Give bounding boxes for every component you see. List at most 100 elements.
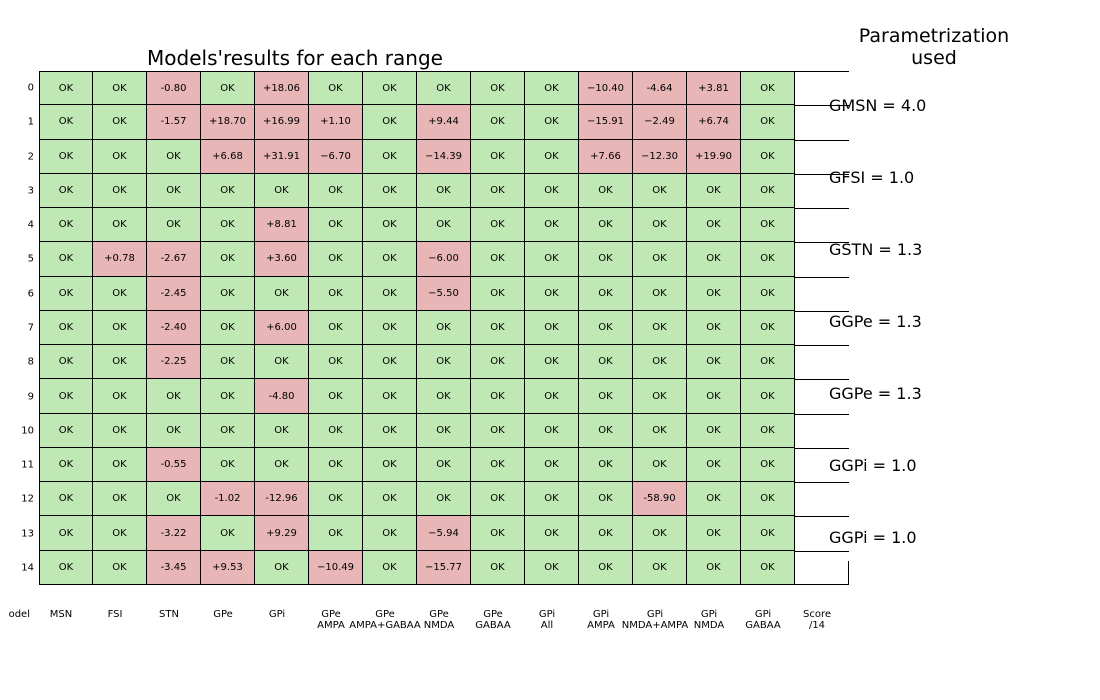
column-label: GPi NMDA	[693, 609, 725, 631]
table-cell: OK	[363, 550, 417, 585]
table-cell: OK	[39, 379, 93, 414]
table-cell: OK	[39, 413, 93, 448]
table-cell: OK	[741, 71, 795, 106]
table-cell: -2.45	[147, 276, 201, 311]
table-cell: OK	[255, 447, 309, 483]
row-label: 4	[27, 219, 34, 231]
column-label: MSN	[49, 609, 73, 620]
parametrization-title-line: used	[911, 47, 957, 69]
table-cell: OK	[579, 310, 633, 346]
table-cell: OK	[417, 482, 471, 517]
row-label: 9	[27, 391, 34, 403]
table-cell: OK	[39, 310, 93, 346]
column-label: GPe NMDA	[423, 609, 455, 631]
table-cell: +6.74	[687, 105, 741, 140]
table-cell: OK	[471, 71, 525, 106]
table-cell: OK	[93, 208, 147, 243]
table-cell: OK	[687, 379, 741, 414]
table-cell: OK	[363, 447, 417, 483]
table-cell: OK	[471, 345, 525, 380]
table-cell: OK	[633, 242, 687, 277]
table-cell: OK	[93, 345, 147, 380]
table-cell: -12.96	[255, 482, 309, 517]
table-cell: +1.10	[309, 105, 363, 140]
table-cell: +31.91	[255, 139, 309, 174]
column-label: FSI	[107, 609, 123, 620]
table-cell: OK	[579, 208, 633, 243]
table-cell: −12.30	[633, 139, 687, 174]
table-cell: OK	[39, 139, 93, 174]
table-cell: OK	[741, 105, 795, 140]
table-cell: OK	[525, 208, 579, 243]
table-cell: OK	[471, 310, 525, 346]
table-cell: OK	[255, 550, 309, 585]
table-cell: OK	[93, 550, 147, 585]
table-cell: +18.06	[255, 71, 309, 106]
table-cell: OK	[309, 276, 363, 311]
table-cell: OK	[363, 345, 417, 380]
table-cell: OK	[471, 516, 525, 551]
table-cell: +7.66	[579, 139, 633, 174]
table-cell: OK	[741, 310, 795, 346]
table-cell: OK	[255, 173, 309, 209]
table-cell: OK	[255, 276, 309, 311]
table-cell: OK	[687, 516, 741, 551]
table-cell: −6.00	[417, 242, 471, 277]
table-cell: -58.90	[633, 482, 687, 517]
table-cell: OK	[579, 379, 633, 414]
score-row-separator	[795, 345, 849, 347]
parameter-value: GGPe = 1.3	[829, 312, 922, 331]
score-row-separator	[795, 139, 849, 141]
table-cell: OK	[39, 276, 93, 311]
table-cell: OK	[201, 208, 255, 243]
table-cell: OK	[525, 413, 579, 448]
score-row-separator	[795, 550, 849, 552]
table-cell: OK	[525, 516, 579, 551]
table-cell: OK	[39, 447, 93, 483]
table-cell: OK	[363, 71, 417, 106]
table-cell: -2.25	[147, 345, 201, 380]
table-cell: OK	[39, 105, 93, 140]
column-label: GPe AMPA+GABAA	[349, 609, 421, 631]
table-cell: +9.29	[255, 516, 309, 551]
table-cell: OK	[633, 173, 687, 209]
score-row-separator	[795, 276, 849, 278]
score-row-separator	[795, 105, 849, 107]
table-cell: OK	[741, 345, 795, 380]
parameter-value: GFSI = 1.0	[829, 168, 915, 187]
row-label: 14	[21, 562, 34, 574]
table-cell: -3.45	[147, 550, 201, 585]
table-cell: OK	[525, 173, 579, 209]
table-cell: OK	[579, 276, 633, 311]
table-cell: OK	[525, 447, 579, 483]
table-cell: -2.40	[147, 310, 201, 346]
table-cell: OK	[309, 242, 363, 277]
column-label: GPi NMDA+AMPA	[621, 609, 689, 631]
table-cell: OK	[39, 550, 93, 585]
table-cell: OK	[309, 208, 363, 243]
table-cell: OK	[309, 379, 363, 414]
table-cell: OK	[147, 139, 201, 174]
table-cell: OK	[201, 345, 255, 380]
table-cell: OK	[309, 482, 363, 517]
table-cell: −10.40	[579, 71, 633, 106]
table-cell: OK	[201, 310, 255, 346]
table-cell: -4.80	[255, 379, 309, 414]
table-cell: OK	[417, 208, 471, 243]
column-label: odel	[8, 609, 30, 620]
table-cell: OK	[417, 345, 471, 380]
score-row-separator	[795, 242, 849, 244]
table-cell: -1.02	[201, 482, 255, 517]
table-cell: -3.22	[147, 516, 201, 551]
table-cell: OK	[471, 105, 525, 140]
table-cell: OK	[309, 413, 363, 448]
table-cell: OK	[93, 516, 147, 551]
table-cell: -0.55	[147, 447, 201, 483]
table-cell: OK	[147, 379, 201, 414]
table-cell: -4.64	[633, 71, 687, 106]
table-cell: OK	[417, 447, 471, 483]
parameter-value: GGPi = 1.0	[829, 528, 917, 547]
table-cell: OK	[741, 447, 795, 483]
row-label: 1	[27, 116, 34, 128]
table-cell: OK	[471, 276, 525, 311]
